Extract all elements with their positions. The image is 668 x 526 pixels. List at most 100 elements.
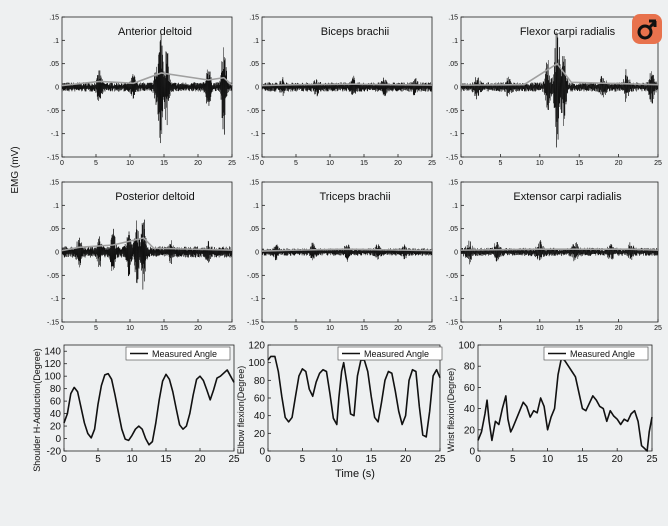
x-tick-label: 0 bbox=[459, 325, 463, 332]
emg-envelope-trace bbox=[261, 248, 433, 252]
y-tick-label: 0 bbox=[255, 250, 259, 257]
emg-panel-3: 0 5 10 15 20 25 -.15 -.1 -.05 0 .05 .1 .15 Flexor car… bbox=[446, 15, 662, 168]
y-tick-label: -.1 bbox=[51, 131, 59, 138]
time-x-axis-label: Time (s) bbox=[335, 468, 375, 480]
panel-title: Triceps brachii bbox=[319, 191, 390, 203]
y-tick-label: -.1 bbox=[51, 296, 59, 303]
raw-emg-trace bbox=[61, 219, 233, 290]
x-tick-label: 5 bbox=[498, 160, 502, 167]
raw-emg-trace bbox=[61, 33, 233, 144]
panel-title: Anterior deltoid bbox=[118, 26, 192, 38]
emg-panel-6: 0 5 10 15 20 25 -.15 -.1 -.05 0 .05 .1 .15 Extensor c… bbox=[446, 180, 662, 333]
emg-y-axis-label: EMG (mV) bbox=[10, 146, 21, 193]
x-tick-label: 10 bbox=[326, 160, 334, 167]
y-tick-label: 120 bbox=[248, 341, 265, 352]
legend-box bbox=[125, 346, 231, 361]
y-tick-label: -.1 bbox=[450, 296, 458, 303]
raw-emg-trace bbox=[261, 242, 433, 262]
y-tick-label: 60 bbox=[50, 397, 62, 408]
y-tick-label: .05 bbox=[249, 226, 259, 233]
x-tick-label: 20 bbox=[400, 454, 412, 465]
legend-box bbox=[543, 346, 649, 361]
x-tick-label: 5 bbox=[300, 454, 306, 465]
panel-title: Biceps brachii bbox=[321, 26, 389, 38]
y-tick-label: 0 bbox=[454, 250, 458, 257]
y-axis-label: Shoulder H-Adduction(Degree) bbox=[32, 348, 42, 472]
x-tick-label: 5 bbox=[94, 325, 98, 332]
y-tick-label: .05 bbox=[49, 226, 59, 233]
y-tick-label: .05 bbox=[49, 61, 59, 68]
y-tick-label: 0 bbox=[259, 447, 265, 458]
x-tick-label: 10 bbox=[536, 325, 544, 332]
y-tick-label: 80 bbox=[254, 376, 266, 387]
plot-frame bbox=[267, 344, 441, 452]
x-tick-label: 20 bbox=[194, 160, 202, 167]
x-tick-label: 15 bbox=[360, 160, 368, 167]
x-tick-label: 15 bbox=[575, 160, 583, 167]
x-tick-label: 5 bbox=[294, 160, 298, 167]
x-tick-label: 25 bbox=[646, 454, 658, 465]
x-tick-label: 10 bbox=[542, 454, 554, 465]
x-tick-label: 15 bbox=[577, 454, 589, 465]
y-tick-label: .1 bbox=[253, 38, 259, 45]
x-tick-label: 5 bbox=[510, 454, 516, 465]
x-tick-label: 25 bbox=[228, 454, 240, 465]
y-tick-label: 20 bbox=[50, 422, 62, 433]
figure-badge-icon[interactable] bbox=[632, 14, 662, 44]
y-tick-label: 40 bbox=[464, 404, 476, 415]
emg-panel-1: 0 5 10 15 20 25 -.15 -.1 -.05 0 .05 .1 .15 Anterior d… bbox=[47, 15, 236, 168]
x-tick-label: 0 bbox=[61, 454, 67, 465]
x-tick-label: 15 bbox=[366, 454, 378, 465]
x-tick-label: 10 bbox=[126, 454, 138, 465]
x-tick-label: 10 bbox=[326, 325, 334, 332]
x-tick-label: 25 bbox=[654, 160, 662, 167]
y-tick-label: 0 bbox=[55, 434, 61, 445]
x-tick-label: 20 bbox=[194, 454, 206, 465]
y-tick-label: .05 bbox=[448, 226, 458, 233]
x-tick-label: 10 bbox=[126, 325, 134, 332]
y-tick-label: -.15 bbox=[47, 155, 59, 162]
x-tick-label: 5 bbox=[95, 454, 101, 465]
y-tick-label: -.05 bbox=[247, 108, 259, 115]
y-tick-label: 100 bbox=[44, 372, 61, 383]
x-tick-label: 15 bbox=[160, 325, 168, 332]
y-tick-label: 100 bbox=[248, 358, 265, 369]
x-tick-label: 10 bbox=[536, 160, 544, 167]
x-tick-label: 20 bbox=[615, 325, 623, 332]
y-tick-label: -.05 bbox=[47, 273, 59, 280]
legend-label: Measured Angle bbox=[570, 349, 635, 359]
legend-label: Measured Angle bbox=[152, 349, 217, 359]
y-tick-label: 20 bbox=[254, 429, 266, 440]
y-tick-label: -.05 bbox=[247, 273, 259, 280]
x-tick-label: 20 bbox=[394, 160, 402, 167]
y-tick-label: .15 bbox=[448, 180, 458, 187]
y-tick-label: 0 bbox=[55, 85, 59, 92]
x-tick-label: 15 bbox=[160, 160, 168, 167]
y-tick-label: -.15 bbox=[247, 155, 259, 162]
x-tick-label: 20 bbox=[615, 160, 623, 167]
x-tick-label: 25 bbox=[228, 325, 236, 332]
y-tick-label: .15 bbox=[49, 15, 59, 22]
legend-label: Measured Angle bbox=[364, 349, 429, 359]
legend-box bbox=[337, 346, 443, 361]
y-tick-label: -20 bbox=[47, 447, 62, 458]
y-tick-label: -.05 bbox=[446, 273, 458, 280]
x-tick-label: 5 bbox=[294, 325, 298, 332]
x-tick-label: 0 bbox=[60, 325, 64, 332]
emg-panel-2: 0 5 10 15 20 25 -.15 -.1 -.05 0 .05 .1 .15 Biceps bra… bbox=[247, 15, 436, 168]
x-tick-label: 0 bbox=[459, 160, 463, 167]
x-tick-label: 15 bbox=[360, 325, 368, 332]
y-axis-label: Elbow flexion(Degree) bbox=[236, 366, 246, 455]
panel-title: Posterior deltoid bbox=[115, 191, 195, 203]
emg-panel-5: 0 5 10 15 20 25 -.15 -.1 -.05 0 .05 .1 .15 Triceps br… bbox=[247, 180, 436, 333]
y-tick-label: 0 bbox=[469, 447, 475, 458]
angle-panel-2: 0 5 10 15 20 25 0 20 40 60 80 100 120 Measured Angle E… bbox=[236, 341, 446, 466]
y-tick-label: -.05 bbox=[446, 108, 458, 115]
x-tick-label: 25 bbox=[434, 454, 446, 465]
y-tick-label: -.1 bbox=[251, 131, 259, 138]
y-tick-label: .15 bbox=[249, 15, 259, 22]
y-tick-label: .05 bbox=[249, 61, 259, 68]
y-tick-label: -.1 bbox=[450, 131, 458, 138]
